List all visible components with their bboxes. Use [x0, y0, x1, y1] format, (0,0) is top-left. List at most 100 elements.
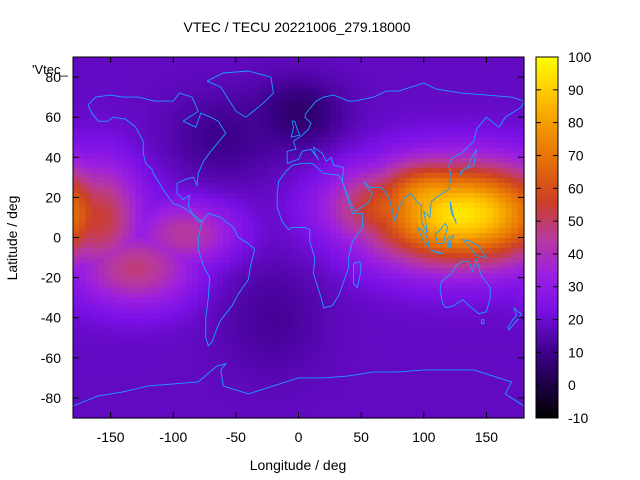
heatmap-cell	[317, 127, 325, 133]
heatmap-cell	[342, 82, 350, 88]
heatmap-cell	[329, 317, 337, 324]
heatmap-cell	[361, 267, 368, 274]
heatmap-cell	[85, 202, 93, 209]
heatmap-cell	[386, 222, 394, 229]
heatmap-cell	[85, 332, 93, 339]
heatmap-cell	[392, 177, 400, 183]
heatmap-cell	[242, 257, 249, 264]
heatmap-cell	[123, 317, 130, 324]
heatmap-cell	[217, 62, 224, 68]
heatmap-cell	[423, 327, 431, 334]
heatmap-cell	[473, 112, 481, 118]
heatmap-cell	[73, 162, 80, 168]
heatmap-cell	[367, 297, 375, 304]
heatmap-cell	[229, 167, 237, 173]
heatmap-cell	[179, 307, 187, 314]
heatmap-cell	[79, 312, 87, 319]
heatmap-cell	[430, 137, 437, 143]
heatmap-cell	[123, 307, 130, 314]
heatmap-cell	[392, 372, 400, 379]
heatmap-cell	[336, 122, 343, 128]
heatmap-cell	[373, 362, 381, 369]
heatmap-cell	[367, 377, 375, 384]
heatmap-cell	[392, 162, 400, 168]
heatmap-cell	[417, 262, 425, 269]
heatmap-cell	[98, 312, 105, 319]
heatmap-cell	[204, 277, 212, 284]
heatmap-cell	[436, 367, 444, 374]
heatmap-cell	[141, 352, 149, 359]
heatmap-cell	[154, 287, 162, 294]
heatmap-cell	[198, 192, 206, 198]
heatmap-cell	[229, 347, 237, 354]
heatmap-cell	[411, 317, 419, 324]
heatmap-cell	[417, 282, 425, 289]
heatmap-cell	[329, 307, 337, 314]
heatmap-cell	[417, 287, 425, 294]
heatmap-cell	[329, 122, 337, 128]
heatmap-cell	[498, 397, 506, 404]
heatmap-cell	[91, 182, 99, 188]
heatmap-cell	[436, 237, 444, 244]
heatmap-cell	[248, 82, 256, 88]
heatmap-cell	[123, 292, 130, 299]
heatmap-cell	[373, 192, 381, 198]
heatmap-cell	[204, 212, 212, 219]
heatmap-cell	[223, 97, 231, 103]
heatmap-cell	[342, 127, 350, 133]
heatmap-cell	[317, 372, 325, 379]
heatmap-cell	[116, 407, 124, 414]
heatmap-cell	[386, 267, 394, 274]
heatmap-cell	[223, 77, 231, 83]
heatmap-cell	[285, 287, 293, 294]
heatmap-cell	[492, 287, 500, 294]
heatmap-cell	[398, 102, 406, 108]
heatmap-cell	[223, 392, 231, 399]
heatmap-cell	[348, 67, 356, 73]
heatmap-cell	[404, 172, 412, 178]
heatmap-cell	[411, 167, 419, 173]
heatmap-cell	[85, 362, 93, 369]
heatmap-cell	[135, 317, 143, 324]
heatmap-cell	[386, 277, 394, 284]
heatmap-cell	[198, 117, 206, 123]
heatmap-cell	[141, 292, 149, 299]
heatmap-cell	[417, 87, 425, 93]
heatmap-cell	[379, 57, 387, 63]
heatmap-cell	[229, 337, 237, 344]
heatmap-cell	[148, 132, 156, 138]
heatmap-cell	[73, 207, 80, 214]
heatmap-cell	[304, 272, 312, 279]
heatmap-cell	[354, 62, 362, 68]
heatmap-cell	[166, 352, 174, 359]
heatmap-cell	[455, 77, 462, 83]
heatmap-cell	[492, 357, 500, 364]
heatmap-cell	[298, 137, 306, 143]
heatmap-cell	[267, 232, 275, 239]
heatmap-cell	[461, 377, 469, 384]
heatmap-cell	[361, 357, 368, 364]
heatmap-cell	[467, 152, 475, 158]
heatmap-cell	[298, 332, 306, 339]
heatmap-cell	[141, 402, 149, 409]
heatmap-cell	[217, 292, 224, 299]
heatmap-cell	[417, 387, 425, 394]
heatmap-cell	[442, 317, 450, 324]
heatmap-cell	[423, 372, 431, 379]
heatmap-cell	[279, 382, 287, 389]
heatmap-cell	[430, 122, 437, 128]
heatmap-cell	[198, 197, 206, 203]
heatmap-cell	[342, 412, 350, 419]
heatmap-cell	[116, 207, 124, 214]
heatmap-cell	[123, 202, 130, 209]
heatmap-cell	[135, 262, 143, 269]
heatmap-cell	[235, 262, 243, 269]
heatmap-cell	[210, 397, 218, 404]
heatmap-cell	[148, 157, 156, 163]
heatmap-cell	[166, 322, 174, 329]
heatmap-cell	[292, 317, 300, 324]
heatmap-cell	[354, 72, 362, 78]
heatmap-cell	[254, 322, 262, 329]
heatmap-cell	[141, 282, 149, 289]
heatmap-cell	[223, 122, 231, 128]
